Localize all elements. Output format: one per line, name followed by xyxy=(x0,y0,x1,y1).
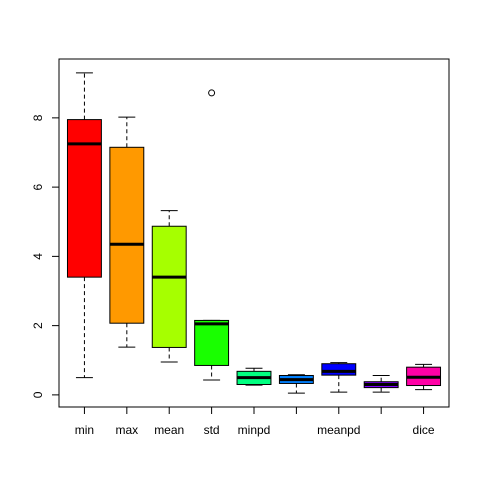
box-body xyxy=(109,146,145,324)
y-tick-label: 4 xyxy=(31,253,45,260)
x-tick-label: minpd xyxy=(238,423,271,437)
box-std xyxy=(194,89,230,381)
box-min xyxy=(66,72,102,379)
x-tick-label: dice xyxy=(413,423,435,437)
box-max xyxy=(109,116,145,348)
y-axis: 0 2 4 6 8 xyxy=(31,114,60,398)
box-series-6 xyxy=(278,374,314,394)
box-body xyxy=(151,225,187,348)
box-body xyxy=(194,319,230,366)
x-axis: min max mean std minpd meanpd dice xyxy=(75,406,435,437)
x-tick-label: max xyxy=(115,423,138,437)
box-minpd xyxy=(236,367,272,386)
x-tick-label: std xyxy=(204,423,220,437)
y-tick-label: 0 xyxy=(31,391,45,398)
y-tick-label: 8 xyxy=(31,114,45,121)
x-tick-label: mean xyxy=(154,423,184,437)
box-body xyxy=(321,363,357,376)
x-tick-label: meanpd xyxy=(317,423,360,437)
box-meanpd xyxy=(321,362,357,393)
box-mean xyxy=(151,210,187,363)
box-body xyxy=(66,119,102,278)
y-tick-label: 2 xyxy=(31,322,45,329)
box-series-8 xyxy=(363,374,399,393)
outlier-point xyxy=(208,89,216,97)
box-dice xyxy=(406,363,442,391)
box-series xyxy=(66,72,442,394)
x-tick-label: min xyxy=(75,423,94,437)
y-tick-label: 6 xyxy=(31,183,45,190)
